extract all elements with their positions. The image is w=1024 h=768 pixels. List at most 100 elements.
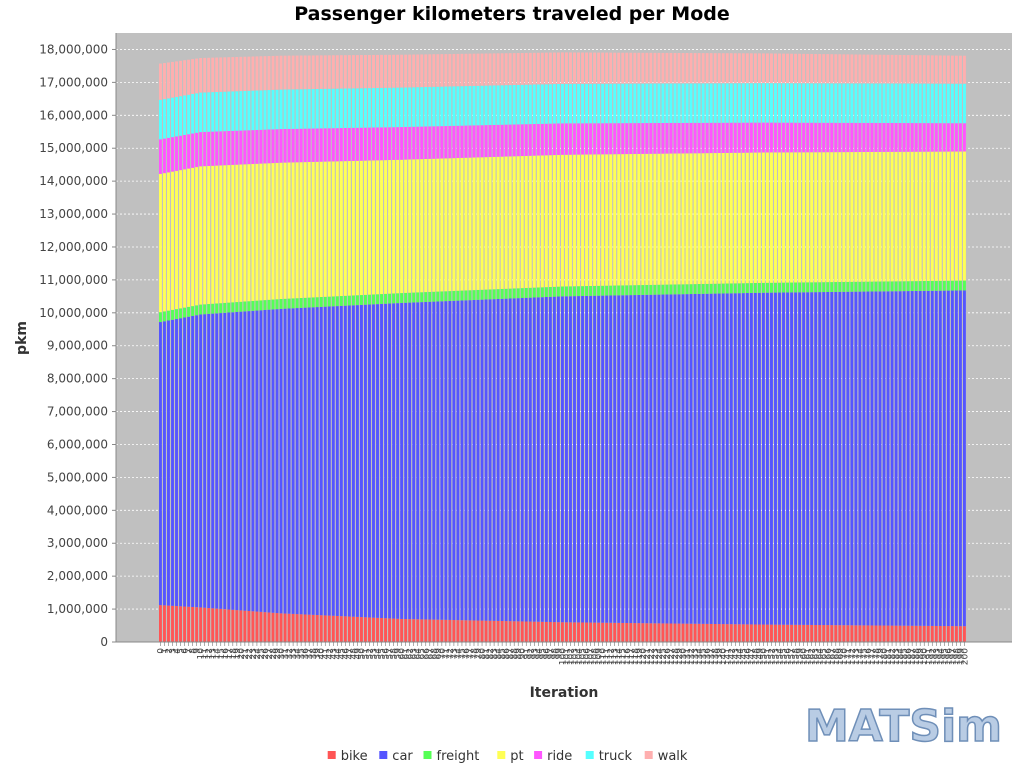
bar-bike [713,624,717,642]
bar-freight [311,297,315,308]
bar-pt [858,152,862,282]
x-tick-label: 70 [438,648,448,660]
bar-freight [854,281,858,292]
x-tick-label: 62 [406,648,416,659]
bar-truck [886,83,890,123]
bar-bike [878,625,882,642]
bar-freight [890,281,894,292]
bar-car [629,295,633,624]
bar-ride [560,123,564,155]
bar-car [235,311,239,611]
bar-car [882,291,886,626]
bar-walk [480,53,484,86]
y-axis: 01,000,0002,000,0003,000,0004,000,0005,0… [39,42,116,649]
bar-bike [287,613,291,642]
bar-ride [778,122,781,153]
bar-freight [331,296,335,307]
bar-ride [536,123,540,156]
x-tick-label: 149 [755,648,765,665]
bar-car [842,291,846,626]
bar-freight [778,282,781,293]
bar-ride [355,127,359,161]
x-tick-label: 63 [410,648,420,659]
bar-car [822,292,826,626]
bar-car [962,290,966,627]
bar-bike [400,618,404,642]
y-tick-label: 7,000,000 [47,405,108,419]
bar-ride [472,125,476,158]
bar-pt [661,153,665,285]
bar-freight [850,281,854,292]
bar-car [830,291,834,626]
bar-pt [311,161,315,298]
bar-walk [910,55,914,84]
bar-walk [351,55,355,89]
bar-freight [745,283,749,294]
bar-car [858,291,862,626]
x-tick-label: 4 [173,648,183,654]
bar-freight [770,282,773,293]
bar-truck [472,85,476,126]
bar-pt [878,151,882,282]
bar-truck [287,89,291,129]
bar-ride [556,123,560,155]
bar-walk [283,55,287,90]
bar-bike [247,610,251,642]
bar-car [392,303,396,619]
x-tick-label: 138 [711,648,721,665]
bar-truck [364,88,367,128]
bar-ride [589,123,593,155]
bar-walk [657,52,661,84]
bar-truck [577,83,580,124]
bar-freight [468,290,472,301]
bar-bike [898,625,902,642]
bar-pt [183,169,187,308]
bar-freight [894,281,898,292]
bar-bike [227,609,231,642]
bar-walk [512,53,516,85]
bar-walk [175,61,178,97]
x-tick-label: 104 [575,648,585,665]
bar-freight [444,291,448,302]
bar-pt [504,156,508,289]
bar-car [299,307,303,615]
bar-walk [870,54,874,84]
bar-freight [203,304,207,315]
bar-pt [910,151,914,282]
bar-car [283,308,287,614]
x-tick-label: 175 [860,648,870,665]
x-tick-label: 94 [534,648,544,660]
bar-walk [259,56,263,91]
bar-car [219,313,223,609]
x-tick-label: 64 [414,648,424,660]
bar-freight [705,283,709,294]
x-tick-label: 96 [542,648,552,660]
bar-car [798,292,802,625]
bar-walk [950,55,954,84]
bar-pt [251,163,255,301]
bar-pt [424,159,428,293]
bar-car [846,291,850,626]
bar-car [761,292,765,625]
bar-bike [271,612,275,642]
bar-bike [295,614,299,642]
bar-truck [428,86,432,127]
bar-pt [239,164,243,302]
bar-car [737,293,741,625]
bar-walk [729,53,733,84]
x-tick-label: 147 [747,648,757,665]
x-tick-label: 167 [828,648,838,665]
bar-walk [556,52,560,84]
bar-walk [782,53,785,84]
bar-walk [645,52,649,84]
bar-bike [179,606,182,642]
bar-freight [906,281,910,292]
bar-car [468,300,472,621]
bar-walk [183,60,187,96]
bar-ride [484,125,488,158]
bar-ride [263,129,267,164]
bar-walk [211,57,215,93]
bar-pt [569,154,572,287]
bar-car [231,312,235,610]
bar-walk [271,55,275,90]
